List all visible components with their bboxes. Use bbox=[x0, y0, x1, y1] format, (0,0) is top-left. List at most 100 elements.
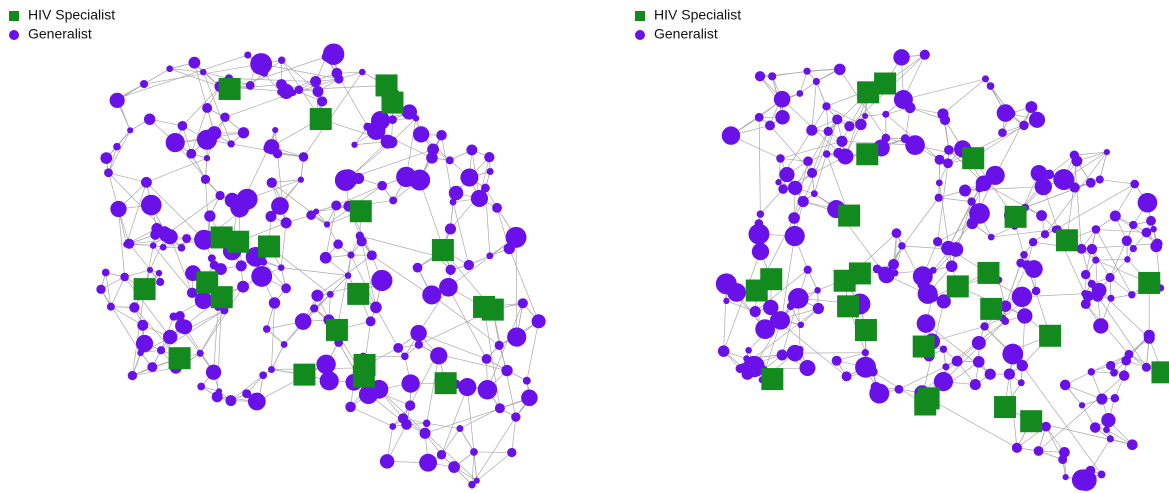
generalist-node bbox=[1071, 469, 1094, 491]
generalist-node bbox=[470, 189, 489, 208]
generalist-node bbox=[868, 367, 878, 377]
edge bbox=[816, 81, 827, 107]
generalist-node bbox=[224, 192, 240, 208]
edge bbox=[169, 68, 221, 87]
generalist-node bbox=[507, 327, 527, 347]
specialist-node bbox=[1151, 361, 1169, 384]
generalist-node bbox=[306, 210, 316, 220]
generalist-node bbox=[194, 291, 213, 310]
generalist-node bbox=[505, 226, 527, 248]
specialist-node bbox=[1055, 229, 1078, 252]
generalist-node bbox=[1089, 422, 1101, 433]
generalist-node bbox=[414, 340, 423, 349]
generalist-node bbox=[244, 51, 252, 59]
generalist-node bbox=[1092, 256, 1100, 264]
edge bbox=[807, 68, 840, 72]
generalist-node bbox=[1003, 368, 1016, 380]
specialist-node bbox=[325, 318, 348, 341]
generalist-node bbox=[422, 419, 431, 428]
generalist-node bbox=[458, 378, 477, 397]
generalist-node bbox=[1001, 317, 1010, 325]
edge bbox=[1038, 375, 1125, 452]
generalist-node bbox=[834, 64, 844, 74]
generalist-node bbox=[763, 299, 779, 316]
generalist-node bbox=[855, 118, 867, 131]
generalist-node bbox=[436, 450, 447, 460]
generalist-node bbox=[358, 385, 378, 405]
generalist-node bbox=[1087, 368, 1096, 376]
generalist-node bbox=[1025, 101, 1038, 114]
generalist-node bbox=[310, 304, 319, 313]
generalist-node bbox=[311, 289, 324, 302]
generalist-node bbox=[831, 355, 842, 366]
generalist-node bbox=[1110, 394, 1120, 403]
edge bbox=[1021, 315, 1026, 366]
specialist-node bbox=[210, 286, 233, 309]
generalist-node bbox=[353, 172, 365, 184]
edge bbox=[928, 398, 1018, 449]
generalist-node bbox=[203, 155, 211, 162]
generalist-node bbox=[310, 76, 322, 88]
generalist-node bbox=[844, 121, 855, 132]
edge bbox=[174, 142, 221, 196]
specialist-node bbox=[349, 200, 372, 223]
generalist-node bbox=[511, 412, 521, 422]
generalist-node bbox=[1124, 256, 1131, 263]
generalist-node bbox=[751, 242, 770, 261]
edge bbox=[1095, 259, 1128, 261]
edge bbox=[938, 197, 972, 202]
generalist-node bbox=[470, 448, 478, 456]
generalist-node bbox=[473, 477, 480, 484]
edge bbox=[508, 248, 539, 322]
generalist-node bbox=[1033, 446, 1044, 456]
generalist-node bbox=[944, 145, 954, 155]
generalist-node bbox=[996, 104, 1015, 122]
edge bbox=[1109, 277, 1133, 296]
edge bbox=[760, 188, 784, 215]
edge bbox=[1021, 293, 1085, 298]
generalist-node bbox=[316, 354, 336, 375]
edge bbox=[230, 374, 264, 401]
generalist-node bbox=[1031, 286, 1041, 296]
generalist-node bbox=[466, 144, 478, 156]
generalist-node bbox=[748, 223, 770, 245]
legend-marker bbox=[9, 11, 19, 21]
generalist-node bbox=[204, 210, 216, 222]
generalist-node bbox=[522, 376, 531, 385]
edge bbox=[1074, 151, 1107, 156]
generalist-node bbox=[205, 364, 222, 380]
generalist-node bbox=[215, 190, 225, 201]
generalist-node bbox=[929, 266, 937, 274]
generalist-node bbox=[247, 392, 266, 411]
generalist-node bbox=[1121, 235, 1132, 246]
specialist-node bbox=[347, 282, 370, 305]
generalist-node bbox=[448, 185, 464, 201]
generalist-node bbox=[334, 74, 344, 84]
edge bbox=[100, 289, 141, 353]
generalist-node bbox=[162, 229, 178, 245]
edge bbox=[350, 406, 393, 427]
generalist-node bbox=[1080, 269, 1091, 280]
generalist-node bbox=[196, 129, 217, 150]
generalist-node bbox=[786, 302, 795, 311]
generalist-node bbox=[919, 49, 930, 60]
edge bbox=[110, 276, 125, 307]
generalist-node bbox=[891, 269, 899, 277]
edge bbox=[483, 306, 501, 409]
generalist-node bbox=[277, 88, 284, 96]
generalist-node bbox=[100, 152, 113, 164]
generalist-node bbox=[776, 349, 788, 361]
generalist-node bbox=[397, 413, 409, 424]
generalist-node bbox=[186, 148, 197, 159]
generalist-node bbox=[448, 461, 460, 473]
generalist-node bbox=[1016, 359, 1028, 372]
generalist-node bbox=[326, 290, 334, 298]
generalist-node bbox=[439, 277, 458, 297]
generalist-node bbox=[177, 120, 188, 131]
edge bbox=[182, 86, 221, 127]
generalist-node bbox=[444, 223, 457, 235]
generalist-node bbox=[1105, 272, 1115, 283]
generalist-node bbox=[140, 176, 152, 188]
generalist-node bbox=[939, 345, 948, 353]
generalist-node bbox=[268, 297, 281, 309]
